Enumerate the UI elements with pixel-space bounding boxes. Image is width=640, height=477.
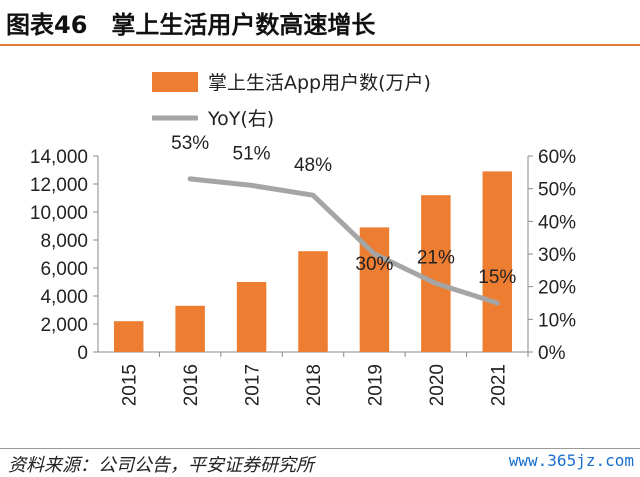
- source-bar: 资料来源：公司公告，平安证券研究所 www.365jz.com: [0, 448, 640, 476]
- y-right-tick-label: 10%: [538, 310, 576, 331]
- y-right-tick-label: 0%: [538, 343, 566, 364]
- y-left-tick-label: 10,000: [30, 203, 88, 224]
- yoy-line: [187, 176, 500, 306]
- watermark: www.365jz.com: [508, 451, 634, 470]
- legend-label-line: YoY(右): [207, 108, 274, 130]
- bar: [298, 251, 328, 352]
- yoy-data-label: 21%: [417, 247, 455, 268]
- y-right-tick-label: 30%: [538, 245, 576, 266]
- y-right-tick-label: 20%: [538, 278, 576, 299]
- legend-swatch-bars: [152, 72, 198, 92]
- legend-label-bars: 掌上生活App用户数(万户): [208, 72, 431, 94]
- bar: [236, 282, 267, 352]
- figure-label: 图表46: [6, 10, 88, 39]
- y-left-tick-label: 0: [77, 343, 88, 364]
- figure-title: 掌上生活用户数高速增长: [111, 10, 376, 39]
- y-left-tick-label: 8,000: [40, 231, 88, 252]
- bar: [175, 305, 205, 352]
- bar: [482, 171, 513, 352]
- yoy-data-label: 51%: [233, 143, 271, 164]
- y-left-tick-label: 4,000: [40, 287, 88, 308]
- bar: [113, 321, 144, 352]
- x-tick-label: 2019: [365, 364, 386, 406]
- x-tick-label: 2015: [120, 364, 141, 406]
- x-tick-label: 2016: [181, 364, 202, 406]
- yoy-data-label: 30%: [355, 254, 393, 275]
- x-tick-label: 2017: [243, 364, 264, 406]
- x-tick-label: 2020: [427, 364, 448, 406]
- bar: [421, 195, 451, 352]
- y-right-tick-label: 40%: [538, 212, 576, 233]
- y-left-tick-label: 12,000: [30, 175, 88, 196]
- x-tick-label: 2018: [304, 364, 325, 406]
- source-text: 资料来源：公司公告，平安证券研究所: [8, 455, 314, 476]
- x-tick-label: 2021: [488, 364, 509, 406]
- y-right-tick-label: 60%: [538, 147, 576, 168]
- bar: [359, 227, 390, 352]
- yoy-data-label: 15%: [478, 267, 516, 288]
- y-right-tick-label: 50%: [538, 180, 576, 201]
- yoy-data-label: 53%: [171, 133, 209, 154]
- y-left-tick-label: 6,000: [40, 259, 88, 280]
- yoy-data-label: 48%: [294, 155, 332, 176]
- chart: 掌上生活App用户数(万户) YoY(右) 0 2,000 4,000 6,000 8,00…: [30, 72, 576, 406]
- figure-header: 图表46 掌上生活用户数高速增长: [0, 0, 640, 46]
- y-left-tick-label: 14,000: [30, 147, 88, 168]
- y-left-tick-label: 2,000: [40, 315, 88, 336]
